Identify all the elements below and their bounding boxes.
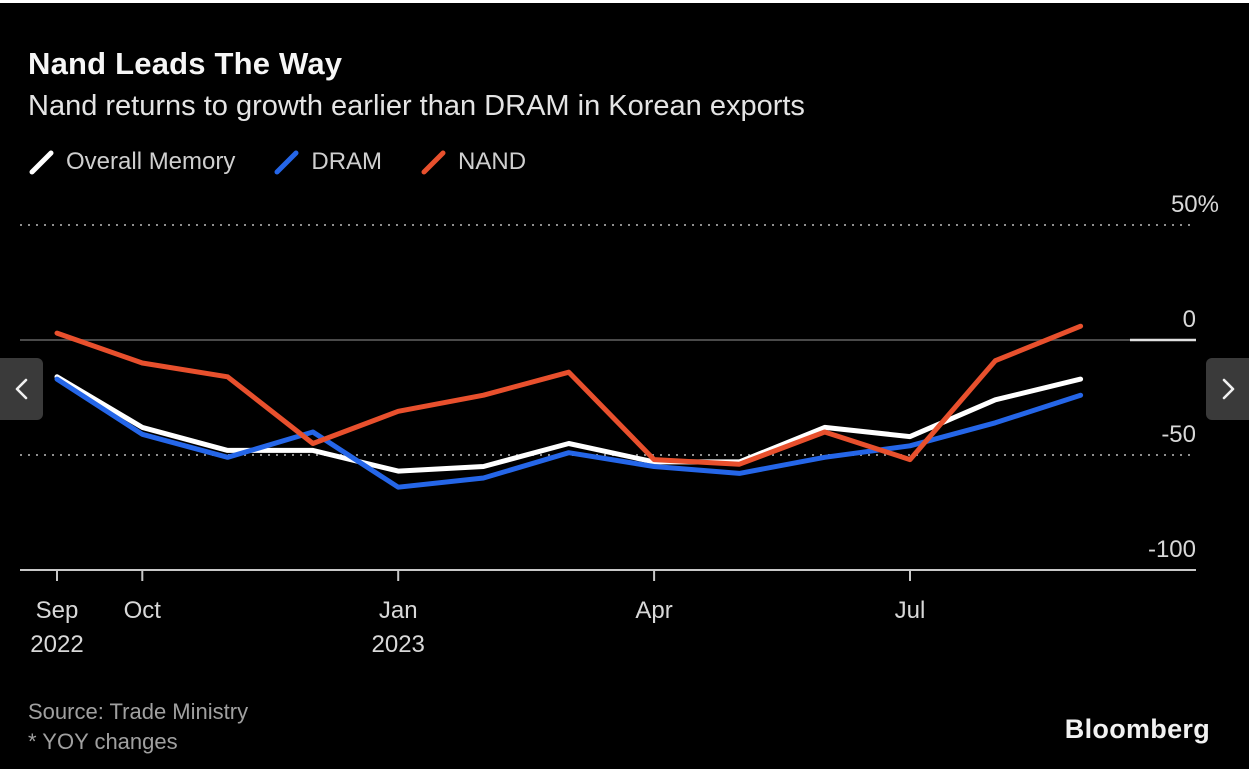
series-line-dram bbox=[54, 376, 1084, 490]
chart-subtitle: Nand returns to growth earlier than DRAM… bbox=[28, 90, 805, 122]
x-axis-label-jan: Jan bbox=[379, 597, 418, 624]
x-axis-label-sep: Sep bbox=[36, 597, 79, 624]
bloomberg-logo: Bloomberg bbox=[1064, 714, 1210, 744]
chart-title: Nand Leads The Way bbox=[28, 46, 343, 81]
legend-label: Overall Memory bbox=[66, 148, 236, 175]
x-axis-year-2023: 2023 bbox=[372, 631, 425, 658]
legend-item-dram: DRAM bbox=[273, 148, 382, 176]
carousel-next-button[interactable] bbox=[1206, 358, 1249, 420]
footnote-text: * YOY changes bbox=[28, 729, 178, 754]
carousel-prev-button[interactable] bbox=[0, 358, 43, 420]
legend-slash-icon bbox=[421, 150, 446, 174]
y-axis-label--100: -100 bbox=[1148, 536, 1196, 563]
legend-item-nand: NAND bbox=[420, 148, 526, 176]
x-axis-label-apr: Apr bbox=[635, 597, 672, 624]
chevron-left-icon bbox=[15, 378, 27, 400]
legend: Overall Memory DRAM NAND bbox=[28, 148, 526, 176]
legend-label: NAND bbox=[458, 148, 527, 175]
series-line-overall-memory bbox=[54, 374, 1084, 474]
y-axis-label--50: -50 bbox=[1161, 421, 1196, 448]
series-line-nand bbox=[54, 323, 1084, 467]
legend-slash-icon bbox=[29, 150, 54, 174]
y-axis-label-0: 0 bbox=[1183, 306, 1196, 333]
y-axis-label-50: 50% bbox=[1171, 191, 1219, 218]
source-text: Source: Trade Ministry bbox=[28, 699, 249, 724]
legend-item-overall-memory: Overall Memory bbox=[28, 148, 235, 176]
chart-footnotes: Source: Trade Ministry * YOY changes bbox=[28, 697, 248, 757]
legend-label: DRAM bbox=[311, 148, 383, 175]
x-axis-year-2022: 2022 bbox=[30, 631, 83, 658]
chevron-right-icon bbox=[1222, 378, 1234, 400]
page-top-edge bbox=[0, 0, 1249, 3]
x-axis-label-oct: Oct bbox=[124, 597, 162, 624]
legend-slash-icon bbox=[274, 150, 299, 174]
x-axis-label-jul: Jul bbox=[895, 597, 926, 624]
